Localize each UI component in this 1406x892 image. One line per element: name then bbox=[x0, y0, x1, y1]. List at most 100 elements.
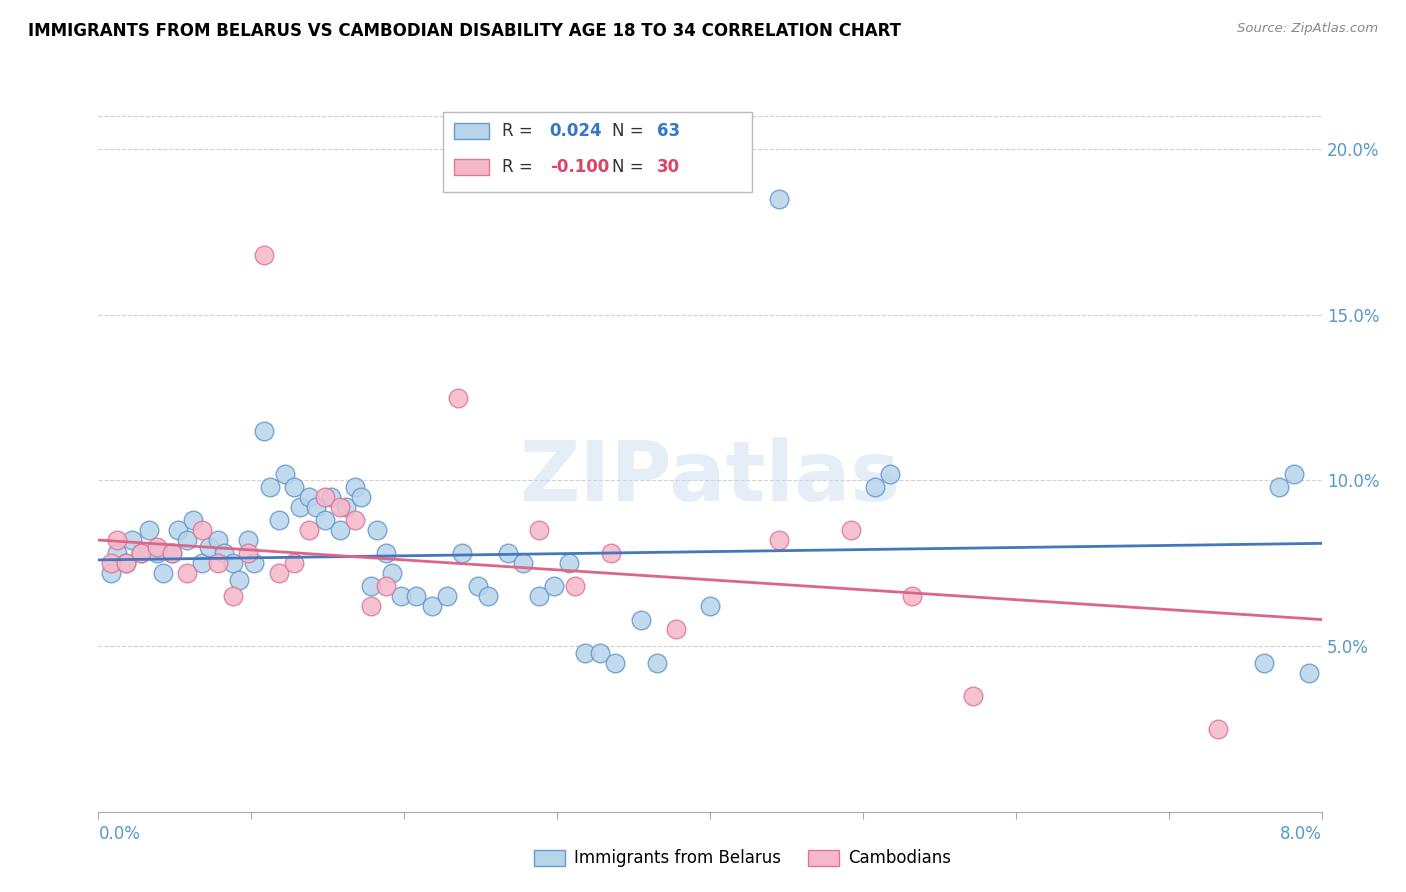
Point bbox=[1282, 467, 1305, 481]
Point bbox=[160, 546, 183, 560]
Text: 0.0%: 0.0% bbox=[98, 825, 141, 843]
Point bbox=[1298, 665, 1320, 680]
Point bbox=[1206, 722, 1229, 736]
Point bbox=[314, 513, 336, 527]
Point bbox=[699, 599, 721, 614]
Text: -0.100: -0.100 bbox=[550, 158, 609, 176]
Point bbox=[901, 590, 924, 604]
Point bbox=[243, 556, 266, 570]
Point bbox=[197, 540, 219, 554]
Point bbox=[589, 646, 612, 660]
Point bbox=[319, 490, 342, 504]
Point bbox=[238, 533, 260, 547]
Text: R =: R = bbox=[502, 158, 538, 176]
Point bbox=[360, 579, 382, 593]
Point bbox=[252, 424, 274, 438]
Point bbox=[366, 523, 388, 537]
Text: IMMIGRANTS FROM BELARUS VS CAMBODIAN DISABILITY AGE 18 TO 34 CORRELATION CHART: IMMIGRANTS FROM BELARUS VS CAMBODIAN DIS… bbox=[28, 22, 901, 40]
Point bbox=[447, 391, 470, 405]
Text: 8.0%: 8.0% bbox=[1279, 825, 1322, 843]
Point bbox=[207, 556, 229, 570]
Point bbox=[252, 248, 274, 262]
Text: 63: 63 bbox=[657, 122, 679, 140]
Point bbox=[436, 590, 458, 604]
Point bbox=[267, 513, 290, 527]
Point bbox=[298, 523, 321, 537]
Point bbox=[879, 467, 901, 481]
Point bbox=[191, 556, 214, 570]
Point bbox=[100, 556, 122, 570]
Point bbox=[160, 546, 183, 560]
Point bbox=[274, 467, 297, 481]
Point bbox=[344, 513, 367, 527]
Point bbox=[381, 566, 404, 581]
Point bbox=[152, 566, 174, 581]
Point bbox=[630, 613, 652, 627]
Point bbox=[329, 500, 352, 514]
Text: Immigrants from Belarus: Immigrants from Belarus bbox=[574, 849, 780, 867]
Point bbox=[222, 590, 245, 604]
Point bbox=[290, 500, 312, 514]
Point bbox=[283, 556, 305, 570]
Point bbox=[360, 599, 382, 614]
Point bbox=[181, 513, 204, 527]
Point bbox=[335, 500, 357, 514]
Point bbox=[405, 590, 427, 604]
Point bbox=[329, 523, 352, 537]
Point bbox=[115, 556, 138, 570]
Point bbox=[477, 590, 499, 604]
Point bbox=[1268, 480, 1291, 494]
Point bbox=[105, 533, 128, 547]
Point bbox=[558, 556, 581, 570]
Point bbox=[574, 646, 596, 660]
Point bbox=[962, 689, 984, 703]
Point bbox=[527, 590, 550, 604]
Point bbox=[665, 623, 688, 637]
Text: R =: R = bbox=[502, 122, 538, 140]
Point bbox=[138, 523, 160, 537]
Point bbox=[645, 656, 668, 670]
Text: 30: 30 bbox=[657, 158, 679, 176]
Point bbox=[1253, 656, 1275, 670]
Point bbox=[768, 192, 790, 206]
Point bbox=[839, 523, 862, 537]
Point bbox=[129, 546, 152, 560]
Text: Source: ZipAtlas.com: Source: ZipAtlas.com bbox=[1237, 22, 1378, 36]
Point bbox=[191, 523, 214, 537]
Text: ZIPatlas: ZIPatlas bbox=[520, 437, 900, 518]
Point bbox=[121, 533, 143, 547]
Point bbox=[100, 566, 122, 581]
Point bbox=[105, 546, 128, 560]
Point bbox=[374, 546, 396, 560]
Point bbox=[115, 556, 138, 570]
Point bbox=[283, 480, 305, 494]
Point bbox=[451, 546, 474, 560]
Point bbox=[259, 480, 281, 494]
Point bbox=[228, 573, 250, 587]
Point bbox=[350, 490, 373, 504]
Point bbox=[374, 579, 396, 593]
Point bbox=[176, 533, 198, 547]
Point bbox=[467, 579, 489, 593]
Text: N =: N = bbox=[612, 122, 648, 140]
Point bbox=[564, 579, 586, 593]
Point bbox=[298, 490, 321, 504]
Text: N =: N = bbox=[612, 158, 648, 176]
Point bbox=[207, 533, 229, 547]
Point bbox=[768, 533, 790, 547]
Point bbox=[222, 556, 245, 570]
Text: Cambodians: Cambodians bbox=[848, 849, 950, 867]
Point bbox=[145, 546, 167, 560]
Point bbox=[527, 523, 550, 537]
Point bbox=[176, 566, 198, 581]
Point bbox=[212, 546, 235, 560]
Point bbox=[863, 480, 886, 494]
Point bbox=[420, 599, 443, 614]
Point bbox=[496, 546, 519, 560]
Point bbox=[167, 523, 190, 537]
Point bbox=[129, 546, 152, 560]
Point bbox=[543, 579, 565, 593]
Point bbox=[145, 540, 167, 554]
Point bbox=[238, 546, 260, 560]
Point bbox=[344, 480, 367, 494]
